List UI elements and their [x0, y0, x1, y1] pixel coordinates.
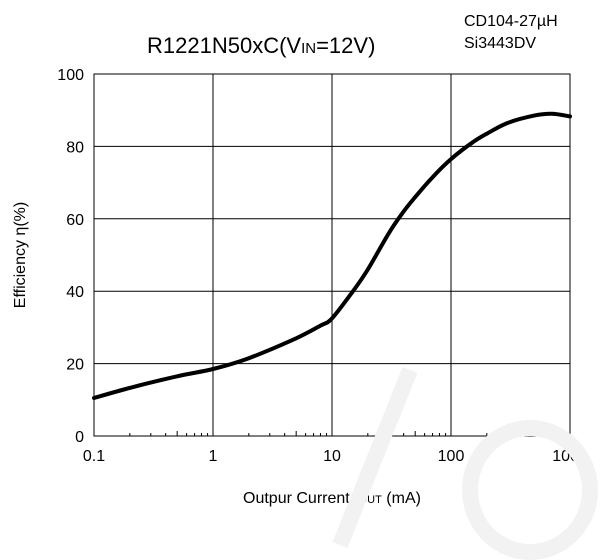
x-tick-label: 1 [209, 448, 218, 465]
x-tick-label: 0.1 [83, 448, 105, 465]
y-tick-labels: 0 20 40 60 80 100 [57, 67, 84, 446]
chart-title: R1221N50xC(VIN=12V) [147, 33, 375, 58]
y-tick-label: 60 [66, 212, 84, 229]
mosfet-annotation: Si3443DV [464, 35, 536, 52]
y-axis-label: Efficiency η(%) [12, 202, 29, 308]
efficiency-chart: 0.1 1 10 100 1000 0 20 40 60 80 100 R1221N50xC(VI… [12, 13, 588, 507]
y-tick-label: 100 [57, 67, 84, 84]
y-tick-label: 20 [66, 357, 84, 374]
minor-tick-marks [129, 431, 566, 436]
x-tick-label: 100 [438, 448, 465, 465]
y-tick-label: 0 [75, 429, 84, 446]
x-tick-label: 10 [323, 448, 341, 465]
efficiency-curve [92, 111, 572, 400]
plot-area-frame [93, 73, 571, 437]
x-axis-label: Outpur Current IOUT (mA) [243, 490, 421, 507]
inductor-annotation: CD104-27µH [464, 13, 558, 30]
y-tick-label: 80 [66, 139, 84, 156]
y-tick-label: 40 [66, 284, 84, 301]
x-tick-label: 1000 [552, 448, 588, 465]
x-tick-labels: 0.1 1 10 100 1000 [83, 448, 588, 465]
